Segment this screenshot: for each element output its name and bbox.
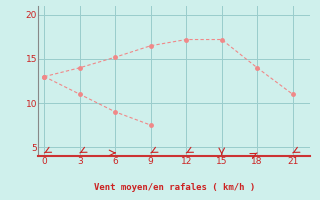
X-axis label: Vent moyen/en rafales ( km/h ): Vent moyen/en rafales ( km/h ): [94, 183, 255, 192]
